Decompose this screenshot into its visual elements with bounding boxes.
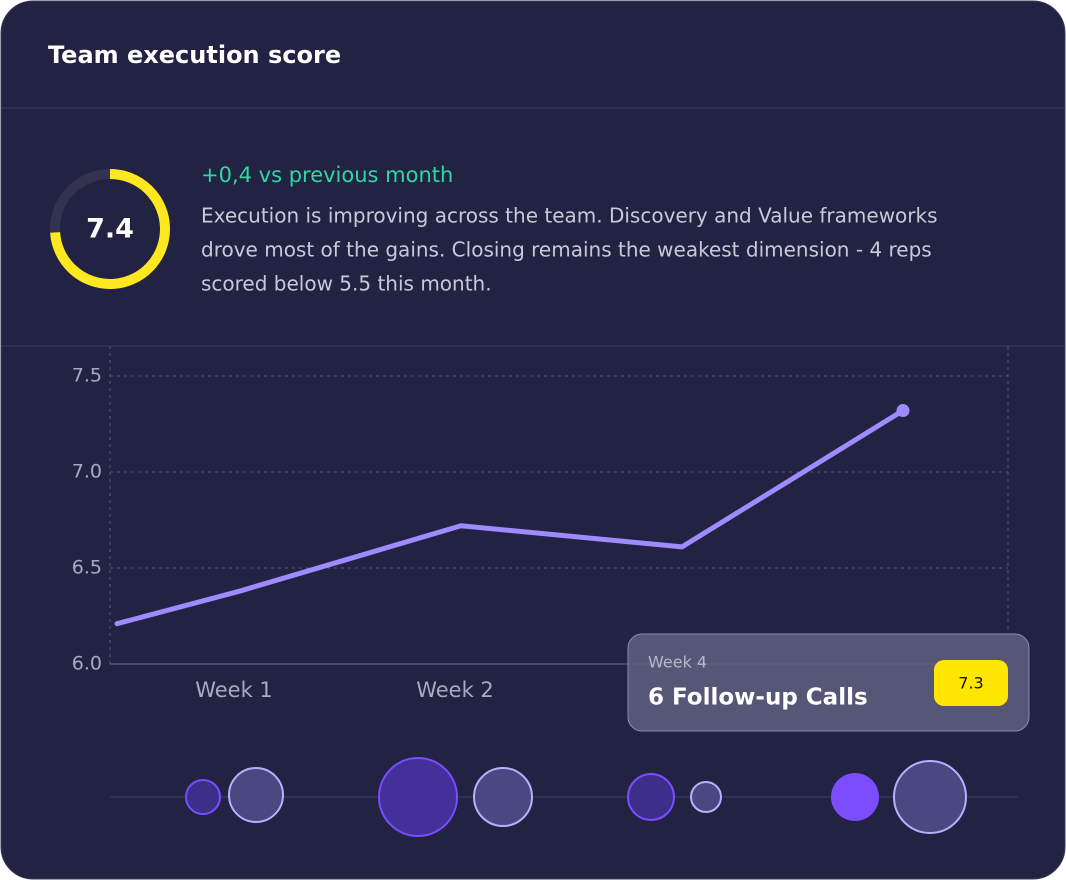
delta: +0,4 vs previous month <box>201 163 453 187</box>
tooltip-value: 7.3 <box>958 674 983 693</box>
y-tick-label: 6.5 <box>72 557 102 579</box>
gauge-value: 7.4 <box>86 214 134 245</box>
bubble <box>185 779 221 815</box>
y-tick-label: 7.0 <box>72 461 102 483</box>
y-tick-label: 6.0 <box>72 653 102 675</box>
bubble <box>690 781 722 813</box>
bubble <box>473 767 533 827</box>
end-point <box>896 404 910 418</box>
x-tick-label: Week 2 <box>416 678 494 702</box>
bubble <box>627 773 675 821</box>
card-title: Team execution score <box>48 41 341 69</box>
tooltip-title: 6 Follow-up Calls <box>648 685 868 711</box>
chart: 6.0 6.5 7.0 7.5 Week 1 Week 2 <box>72 346 1009 702</box>
line-series <box>114 408 906 627</box>
gauge-arc <box>50 169 170 289</box>
summary-line: scored below 5.5 this month. <box>201 272 492 296</box>
x-tick-label: Week 1 <box>195 678 273 702</box>
bubble <box>228 767 284 823</box>
y-tick-label: 7.5 <box>72 365 102 387</box>
bubble <box>378 757 458 837</box>
tooltip-bg <box>627 633 1030 732</box>
tooltip: Week 4 6 Follow-up Calls 7.3 <box>627 633 1030 732</box>
bubble <box>893 760 967 834</box>
tooltip-label: Week 4 <box>648 653 707 672</box>
summary-line: Execution is improving across the team. … <box>201 204 938 228</box>
summary-line: drove most of the gains. Closing remains… <box>201 238 932 262</box>
tooltip-badge <box>934 660 1008 706</box>
bubble-row <box>110 757 1018 837</box>
bubble <box>831 773 879 821</box>
